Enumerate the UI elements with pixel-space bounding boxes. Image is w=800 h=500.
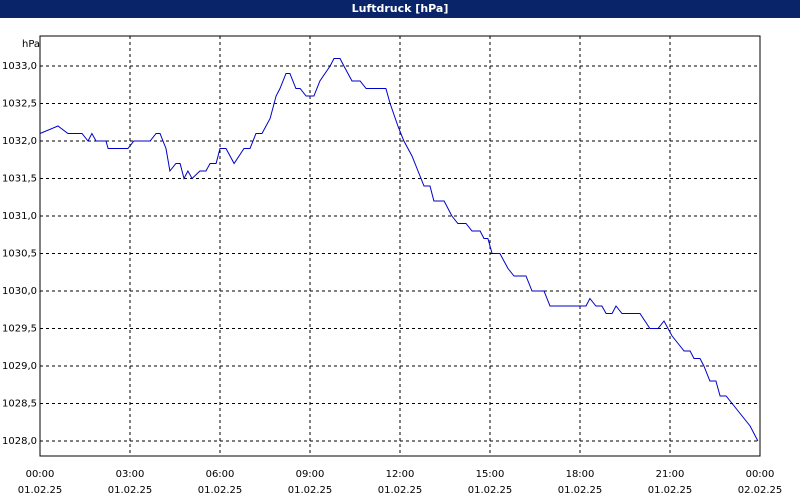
x-tick-date: 01.02.25 — [198, 485, 243, 496]
x-tick-label: 12:00 — [386, 469, 415, 480]
x-tick-label: 00:00 — [26, 469, 55, 480]
x-tick-label: 21:00 — [656, 469, 685, 480]
chart-title: Luftdruck [hPa] — [352, 2, 449, 15]
y-tick-label: 1029,0 — [2, 361, 37, 372]
y-axis-label: hPa — [22, 39, 40, 50]
x-tick-date: 01.02.25 — [18, 485, 63, 496]
y-tick-label: 1029,5 — [2, 324, 37, 335]
y-tick-label: 1028,5 — [2, 399, 37, 410]
title-bar — [0, 0, 800, 18]
y-tick-label: 1032,0 — [2, 136, 37, 147]
y-tick-label: 1028,0 — [2, 436, 37, 447]
data-line — [39, 58, 759, 442]
x-tick-label: 18:00 — [566, 469, 595, 480]
x-tick-date: 01.02.25 — [378, 485, 423, 496]
x-tick-label: 06:00 — [206, 469, 235, 480]
x-tick-date: 01.02.25 — [468, 485, 513, 496]
x-tick-label: 03:00 — [116, 469, 145, 480]
x-tick-date: 02.02.25 — [738, 485, 783, 496]
x-tick-date: 01.02.25 — [648, 485, 693, 496]
x-tick-date: 01.02.25 — [108, 485, 153, 496]
y-tick-label: 1030,5 — [2, 249, 37, 260]
plot-border — [39, 35, 761, 457]
y-tick-label: 1033,0 — [2, 61, 37, 72]
y-tick-label: 1031,5 — [2, 174, 37, 185]
x-tick-date: 01.02.25 — [288, 485, 333, 496]
y-tick-label: 1032,5 — [2, 99, 37, 110]
y-tick-label: 1030,0 — [2, 286, 37, 297]
x-tick-date: 01.02.25 — [558, 485, 603, 496]
x-tick-label: 09:00 — [296, 469, 325, 480]
x-tick-label: 00:00 — [746, 469, 775, 480]
y-tick-label: 1031,0 — [2, 211, 37, 222]
x-tick-label: 15:00 — [476, 469, 505, 480]
